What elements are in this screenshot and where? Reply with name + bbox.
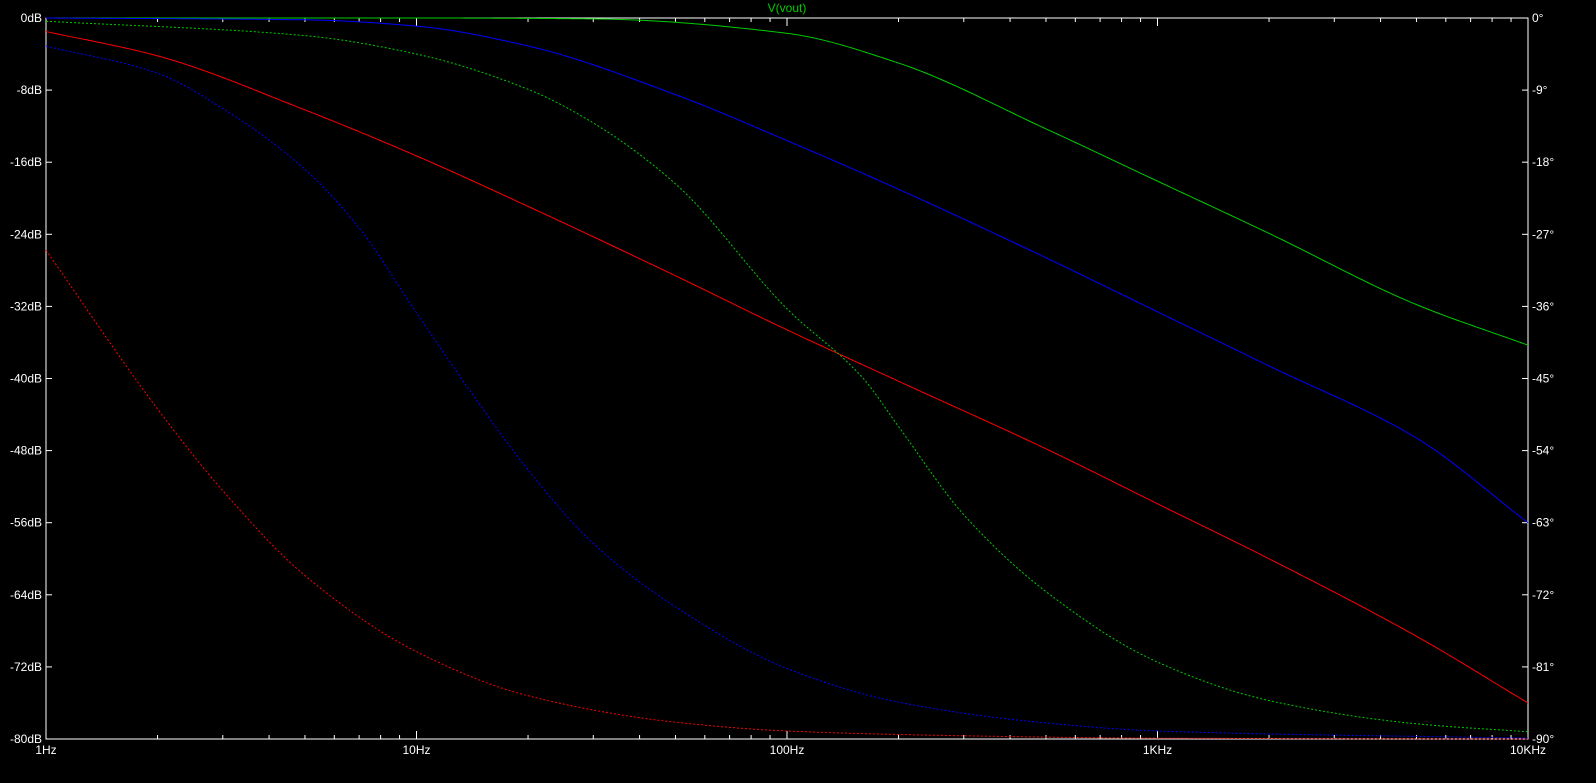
y-left-tick-label: -40dB (10, 372, 42, 386)
y-left-tick-label: -80dB (10, 732, 42, 746)
y-right-tick-label: -18° (1532, 155, 1554, 169)
y-left-tick-label: -16dB (10, 155, 42, 169)
axes-layer: 0dB -8dB -16dB -24dB -32dB -40dB -48dB -56dB -64… (10, 11, 1554, 757)
y-left-tick-label: -56dB (10, 516, 42, 530)
x-tick-label: 1KHz (1143, 743, 1172, 757)
y-left-tick-label: 0dB (21, 11, 42, 25)
series-layer (45, 17, 1529, 740)
y-left-tick-label: -8dB (17, 83, 42, 97)
series-blue-magnitude (45, 17, 1529, 524)
series-red-magnitude (45, 31, 1529, 704)
y-right-tick-label: 0° (1532, 11, 1544, 25)
y-right-tick-label: -81° (1532, 660, 1554, 674)
y-right-tick-label: -72° (1532, 588, 1554, 602)
y-right-tick-label: -90° (1532, 732, 1554, 746)
x-tick-label: 10KHz (1510, 743, 1546, 757)
y-left-tick-label: -72dB (10, 660, 42, 674)
series-red-phase (45, 250, 1529, 740)
y-right-tick-label: -63° (1532, 516, 1554, 530)
y-left-tick-label: -24dB (10, 227, 42, 241)
x-tick-label: 100Hz (770, 743, 805, 757)
y-right-tick-label: -45° (1532, 372, 1554, 386)
series-green-magnitude (46, 17, 1529, 346)
y-right-tick-label: -27° (1532, 227, 1554, 241)
x-tick-label: 10Hz (402, 743, 430, 757)
chart-title[interactable]: V(vout) (768, 1, 807, 15)
series-green-phase (45, 20, 1529, 733)
series-blue-phase (45, 45, 1529, 739)
y-right-tick-label: -54° (1532, 444, 1554, 458)
x-tick-label: 1Hz (35, 743, 56, 757)
y-left-tick-label: -32dB (10, 299, 42, 313)
y-left-tick-label: -64dB (10, 588, 42, 602)
y-right-tick-label: -9° (1532, 83, 1548, 97)
y-right-tick-label: -36° (1532, 299, 1554, 313)
y-left-tick-label: -48dB (10, 444, 42, 458)
